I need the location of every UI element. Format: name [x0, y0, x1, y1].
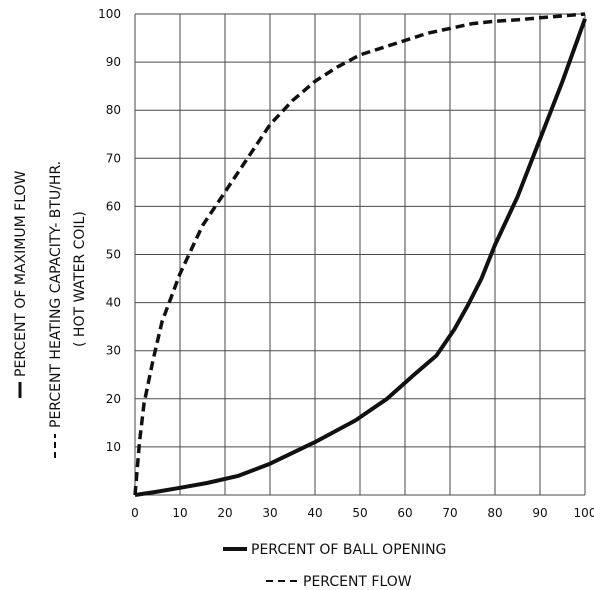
y-tick-label: 90: [106, 55, 121, 69]
x-tick-label: 20: [217, 506, 232, 520]
y-axis-label-hot-water-coil: ( HOT WATER COIL): [72, 211, 88, 347]
y-axis-ticks: 10 20 30 40 50 60 70 80 90 100: [98, 7, 121, 454]
series-line-dashed: [133, 12, 586, 496]
series-lines: [133, 12, 587, 497]
x-tick-label: 80: [487, 506, 502, 520]
series-line-solid: [134, 18, 587, 497]
x-axis-ticks: 0 10 20 30 40 50 60 70 80 90 100: [131, 506, 594, 520]
y-tick-label: 30: [106, 344, 121, 358]
y-tick-label: 50: [106, 248, 121, 262]
y-tick-label: 40: [106, 296, 121, 310]
x-tick-label: 30: [262, 506, 277, 520]
x-tick-label: 10: [172, 506, 187, 520]
y-tick-label: 20: [106, 392, 121, 406]
y-tick-label: 70: [106, 151, 121, 165]
y-tick-label: 10: [106, 440, 121, 454]
x-tick-label: 90: [532, 506, 547, 520]
y-axis-label-heating-capacity: PERCENT HEATING CAPACITY- BTU/HR.: [48, 161, 64, 428]
x-legend-percent-flow: PERCENT FLOW: [303, 574, 412, 590]
y-axis-label-max-flow: PERCENT OF MAXIMUM FLOW: [13, 170, 29, 377]
chart-grid: [134, 13, 586, 496]
x-tick-label: 50: [352, 506, 367, 520]
x-axis-label-group: PERCENT OF BALL OPENING PERCENT FLOW: [223, 542, 446, 590]
y-tick-label: 80: [106, 103, 121, 117]
x-tick-label: 70: [442, 506, 457, 520]
y-axis-label-group: PERCENT OF MAXIMUM FLOW PERCENT HEATING …: [13, 161, 88, 458]
x-tick-label: 100: [574, 506, 594, 520]
x-tick-label: 0: [131, 506, 139, 520]
x-axis-label: PERCENT OF BALL OPENING: [251, 542, 446, 558]
x-tick-label: 60: [397, 506, 412, 520]
y-tick-label: 60: [106, 199, 121, 213]
y-tick-label: 100: [98, 7, 121, 21]
x-tick-label: 40: [307, 506, 322, 520]
